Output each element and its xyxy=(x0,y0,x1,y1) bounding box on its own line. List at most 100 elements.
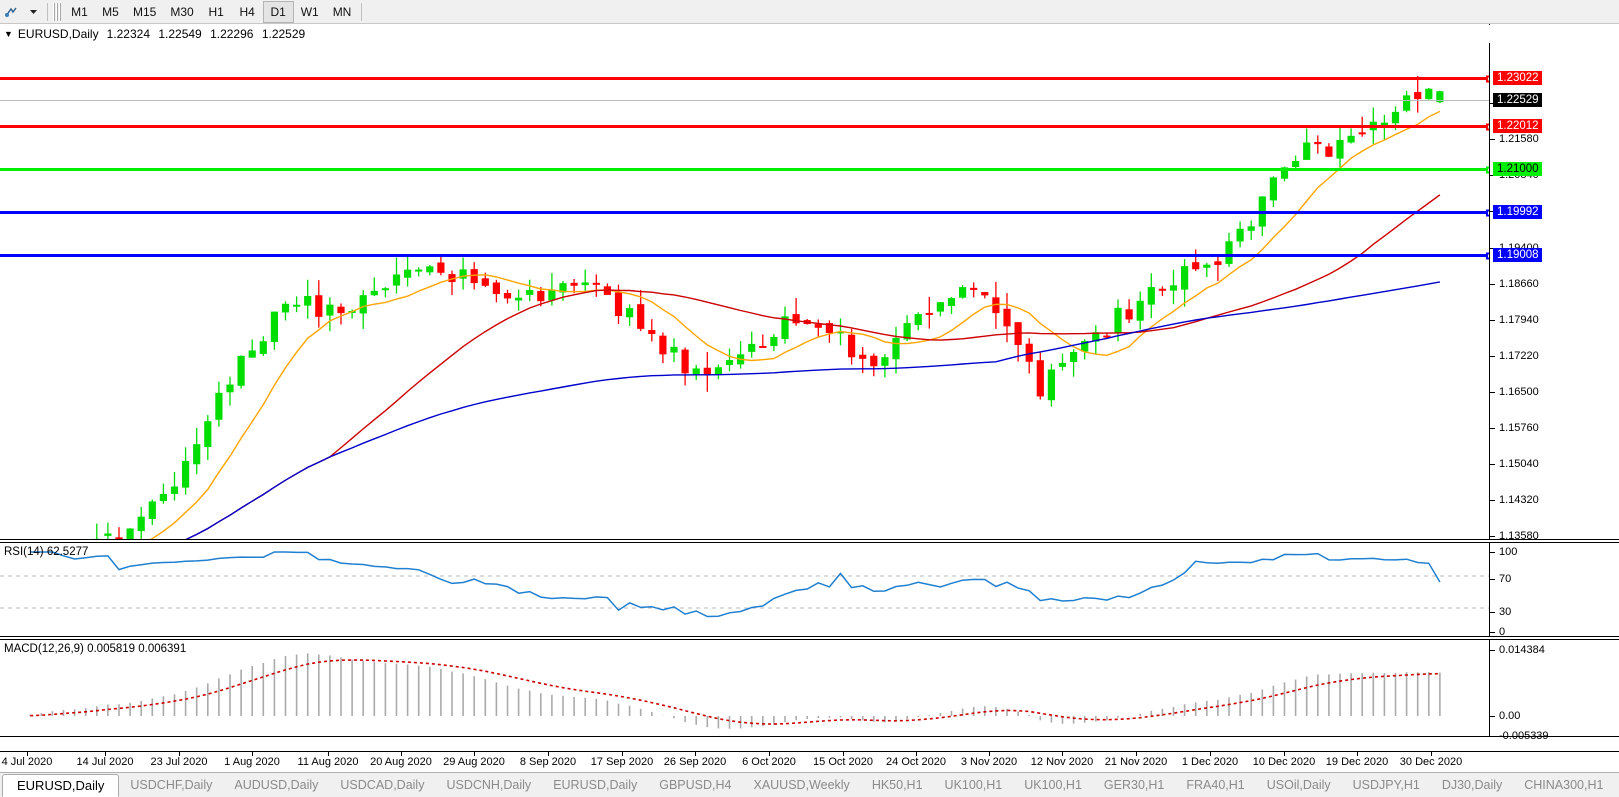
tab-audusd-daily[interactable]: AUDUSD,Daily xyxy=(234,778,319,792)
rsi-panel[interactable]: RSI(14) 62.5277 100 70 30 0 xyxy=(0,542,1619,638)
level-handle[interactable] xyxy=(1486,166,1489,173)
time-axis-label: 29 Aug 2020 xyxy=(443,756,505,768)
time-tick-mark xyxy=(1357,752,1358,756)
macd-histogram-chart xyxy=(29,653,1441,729)
ohlc-open: 1.22324 xyxy=(106,27,150,41)
time-axis-label: 20 Aug 2020 xyxy=(370,756,432,768)
tab-usdchf-daily[interactable]: USDCHF,Daily xyxy=(130,778,213,792)
level-handle[interactable] xyxy=(1486,252,1489,259)
time-axis-label: 15 Oct 2020 xyxy=(813,756,873,768)
tab-us[interactable]: US xyxy=(1614,773,1619,797)
timeframe-w1[interactable]: W1 xyxy=(300,4,319,19)
time-axis-label: 8 Sep 2020 xyxy=(519,756,577,768)
macd-tick: 0.00 xyxy=(1490,710,1520,722)
macd-plot[interactable] xyxy=(0,640,1489,736)
tab-usdcnh-daily[interactable]: USDCNH,Daily xyxy=(446,778,532,792)
timeframe-m15[interactable]: M15 xyxy=(133,4,157,19)
time-tick-mark xyxy=(695,752,696,756)
time-axis-label: 19 Dec 2020 xyxy=(1325,756,1389,768)
level-line-resistance-upper[interactable] xyxy=(0,75,1489,82)
toolbar-divider xyxy=(47,2,48,21)
price-tick: 1.17220 xyxy=(1490,350,1539,362)
level-handle[interactable] xyxy=(1486,123,1489,130)
macd-label: MACD(12,26,9) 0.005819 0.006391 xyxy=(4,643,187,655)
rsi-label: RSI(14) 62.5277 xyxy=(4,546,89,558)
timeframe-m1[interactable]: M1 xyxy=(71,4,88,19)
timeframe-d1[interactable]: D1 xyxy=(262,0,294,23)
price-tag-red[interactable]: 1.22012 xyxy=(1493,119,1542,133)
price-tag-red[interactable]: 1.23022 xyxy=(1493,71,1542,85)
dropdown-arrow-icon[interactable] xyxy=(22,1,44,23)
level-handle[interactable] xyxy=(1486,75,1489,82)
price-tick: 1.16500 xyxy=(1490,386,1539,398)
chart-area: 1.223001.215801.208401.201201.194001.186… xyxy=(0,24,1619,751)
tab-fra40-h1[interactable]: FRA40,H1 xyxy=(1186,778,1245,792)
time-axis-label: 24 Oct 2020 xyxy=(886,756,946,768)
timeframe-m30[interactable]: M30 xyxy=(170,4,194,19)
time-tick-mark xyxy=(1431,752,1432,756)
grip-handle[interactable] xyxy=(53,2,61,21)
time-tick-mark xyxy=(401,752,402,756)
time-axis-label: 1 Dec 2020 xyxy=(1181,756,1239,768)
price-tag-blue[interactable]: 1.19992 xyxy=(1493,205,1542,219)
timeframe-mn[interactable]: MN xyxy=(332,4,352,19)
crosshair-icon[interactable] xyxy=(0,1,22,23)
level-line-pivot-level[interactable] xyxy=(0,166,1489,173)
time-tick-mark xyxy=(548,752,549,756)
tab-xauusd-weekly[interactable]: XAUUSD,Weekly xyxy=(753,778,850,792)
macd-panel[interactable]: MACD(12,26,9) 0.005819 0.006391 0.014384… xyxy=(0,639,1619,742)
time-tick-mark xyxy=(328,752,329,756)
tab-usoil-daily[interactable]: USOil,Daily xyxy=(1266,778,1331,792)
rsi-tick: 100 xyxy=(1490,546,1517,558)
time-axis-label: 12 Nov 2020 xyxy=(1030,756,1094,768)
price-axis[interactable]: 1.223001.215801.208401.201201.194001.186… xyxy=(1489,24,1619,614)
top-toolbar: M1 M5 M15 M30 H1 H4 D1 W1 MN xyxy=(0,0,1619,24)
time-axis-label: 23 Jul 2020 xyxy=(150,756,208,768)
price-plot[interactable] xyxy=(0,24,1489,539)
rsi-tick: 70 xyxy=(1490,573,1511,585)
price-tag-dark[interactable]: 1.22529 xyxy=(1493,93,1542,107)
tab-dj30-daily[interactable]: DJ30,Daily xyxy=(1441,778,1503,792)
tab-gbpusd-h4[interactable]: GBPUSD,H4 xyxy=(659,778,732,792)
time-axis-label: 3 Nov 2020 xyxy=(960,756,1018,768)
tab-usdjpy-h1[interactable]: USDJPY,H1 xyxy=(1352,778,1420,792)
level-line-support-upper[interactable] xyxy=(0,209,1489,216)
rsi-tick: 0 xyxy=(1490,626,1505,638)
time-tick-mark xyxy=(989,752,990,756)
chart-menu-triangle-icon[interactable]: ▼ xyxy=(4,29,13,39)
tab-ger30-h1[interactable]: GER30,H1 xyxy=(1103,778,1165,792)
price-tick: 1.15040 xyxy=(1490,458,1539,470)
timeframe-h4[interactable]: H4 xyxy=(239,4,255,19)
tab-hk50-h1[interactable]: HK50,H1 xyxy=(871,778,923,792)
time-tick-mark xyxy=(474,752,475,756)
macd-axis: 0.014384 0.00 -0.005339 xyxy=(1489,640,1619,742)
time-tick-mark xyxy=(105,752,106,756)
level-line-support-lower[interactable] xyxy=(0,252,1489,259)
level-line-current-price[interactable] xyxy=(0,100,1489,101)
level-line-resistance-lower[interactable] xyxy=(0,123,1489,130)
level-handle[interactable] xyxy=(1486,209,1489,216)
time-axis-label: 17 Sep 2020 xyxy=(590,756,654,768)
tab-eurusd-daily[interactable]: EURUSD,Daily xyxy=(2,774,120,797)
rsi-tick: 30 xyxy=(1490,606,1511,618)
tab-eurusd-daily[interactable]: EURUSD,Daily xyxy=(553,778,638,792)
tab-usdcad-daily[interactable]: USDCAD,Daily xyxy=(340,778,425,792)
time-axis-label: 4 Jul 2020 xyxy=(1,756,53,768)
price-panel[interactable]: 1.223001.215801.208401.201201.194001.186… xyxy=(0,24,1619,614)
time-tick-mark xyxy=(1210,752,1211,756)
chart-tab-bar[interactable]: EURUSD,Daily USDCHF,Daily AUDUSD,Daily USDC… xyxy=(0,772,1619,797)
tab-china300-h1[interactable]: CHINA300,H1 xyxy=(1524,778,1604,792)
price-tick: 1.21580 xyxy=(1490,133,1539,145)
rsi-plot[interactable] xyxy=(0,543,1489,636)
chart-info-bar: ▼ EURUSD,Daily 1.22324 1.22549 1.22296 1… xyxy=(0,25,1619,43)
tab-uk100-h1[interactable]: UK100,H1 xyxy=(1024,778,1082,792)
time-axis-label: 6 Oct 2020 xyxy=(742,756,796,768)
timeframe-m5[interactable]: M5 xyxy=(102,4,119,19)
macd-histogram xyxy=(29,653,1441,729)
price-tag-blue[interactable]: 1.19008 xyxy=(1493,248,1542,262)
tab-uk100-h1[interactable]: UK100,H1 xyxy=(944,778,1003,792)
price-tag-green[interactable]: 1.21000 xyxy=(1493,162,1542,176)
time-axis-label: 30 Dec 2020 xyxy=(1399,756,1463,768)
price-tick: 1.17940 xyxy=(1490,314,1539,326)
timeframe-h1[interactable]: H1 xyxy=(208,4,224,19)
